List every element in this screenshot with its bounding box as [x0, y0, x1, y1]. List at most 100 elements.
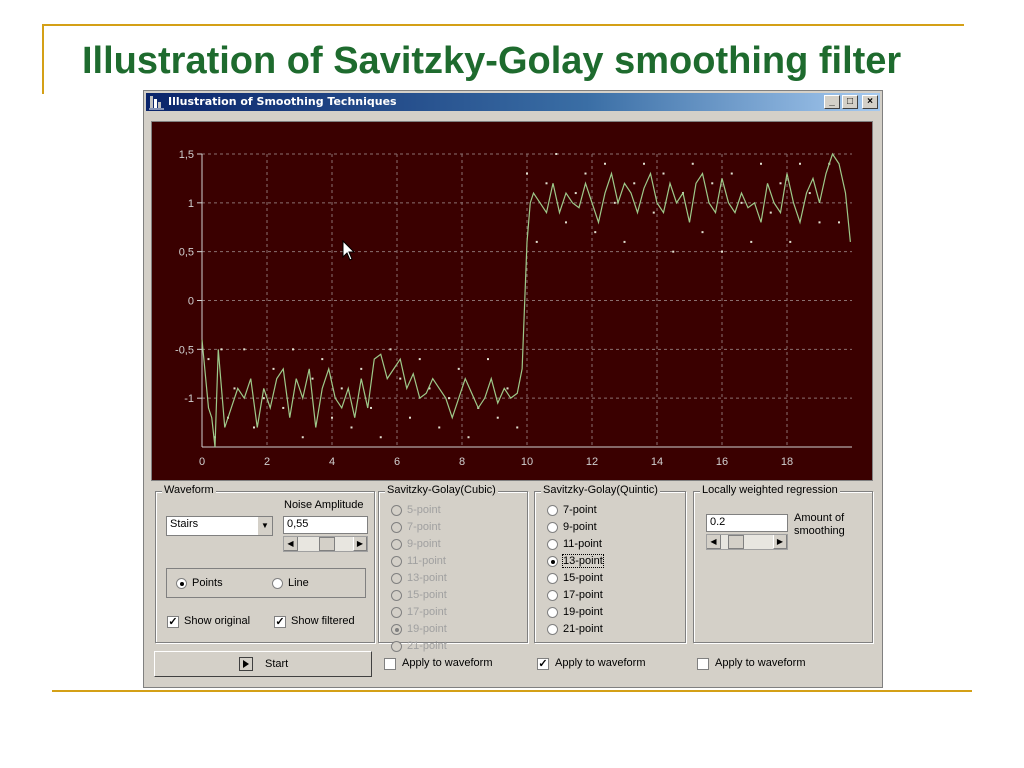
data-point — [428, 387, 431, 390]
filtered-series-line — [201, 152, 851, 448]
lwr-slider[interactable]: ◀ ▶ — [706, 534, 788, 550]
x-tick-label: 16 — [716, 456, 728, 468]
data-point — [672, 250, 675, 253]
start-button[interactable]: Start — [154, 651, 372, 677]
noise-amplitude-input[interactable]: 0,55 — [283, 516, 368, 534]
sg-quintic-radio[interactable] — [547, 624, 558, 635]
data-point — [292, 348, 294, 351]
x-tick-label: 10 — [521, 456, 533, 468]
show-original-checkbox[interactable]: ✓ — [167, 616, 179, 628]
quintic-apply-checkbox[interactable]: ✓ — [537, 658, 549, 670]
data-point — [623, 240, 626, 243]
sg-quintic-radio[interactable] — [547, 505, 558, 516]
sg-quintic-radio[interactable] — [547, 573, 558, 584]
sg-quintic-radio[interactable] — [547, 590, 558, 601]
noise-amplitude-label: Noise Amplitude — [284, 499, 364, 511]
sg-quintic-group: Savitzky-Golay(Quintic) 7-point 9-point 11… — [534, 484, 686, 643]
show-original-label: Show original — [184, 615, 251, 627]
lwr-apply-label: Apply to waveform — [715, 657, 806, 669]
window-titlebar[interactable]: Illustration of Smoothing Techniques _ □… — [146, 93, 880, 111]
sg-quintic-option-label: 21-point — [563, 623, 603, 635]
y-tick-label: 1,5 — [179, 149, 194, 161]
data-point — [789, 240, 792, 243]
sg-quintic-radio[interactable] — [547, 539, 558, 550]
lwr-input[interactable]: 0.2 — [706, 514, 788, 532]
data-point — [711, 182, 714, 185]
points-label: Points — [192, 577, 223, 589]
data-point — [818, 221, 821, 224]
data-point — [243, 348, 246, 351]
sg-quintic-option-label: 13-point — [562, 554, 604, 568]
slide-bottom-rule — [52, 690, 972, 692]
close-button[interactable]: × — [862, 95, 878, 109]
data-point — [272, 367, 275, 370]
arrow-left-icon[interactable]: ◀ — [284, 537, 298, 551]
data-point — [721, 250, 723, 253]
data-point — [340, 387, 343, 390]
chevron-down-icon[interactable]: ▼ — [257, 517, 272, 535]
y-tick-label: -0,5 — [175, 344, 194, 356]
points-radio[interactable] — [176, 578, 187, 589]
noise-amplitude-slider[interactable]: ◀ ▶ — [283, 536, 368, 552]
display-mode-box: Points Line — [166, 568, 366, 598]
sg-cubic-option-label: 7-point — [407, 521, 441, 533]
data-point — [613, 201, 616, 204]
y-tick-label: 1 — [188, 198, 194, 210]
minimize-button[interactable]: _ — [824, 95, 840, 109]
cubic-apply-checkbox[interactable] — [384, 658, 396, 670]
arrow-left-icon[interactable]: ◀ — [707, 535, 721, 549]
maximize-button[interactable]: □ — [842, 95, 858, 109]
data-point — [643, 162, 645, 165]
lwr-slider-thumb[interactable] — [728, 535, 744, 549]
data-point — [740, 201, 743, 204]
waveform-select-value: Stairs — [170, 518, 199, 530]
data-point — [633, 182, 636, 185]
sg-quintic-radio[interactable] — [547, 522, 558, 533]
data-point — [750, 240, 753, 243]
lwr-group: Locally weighted regression 0.2 ◀ ▶ Amou… — [693, 484, 873, 643]
waveform-select[interactable]: Stairs ▼ — [166, 516, 273, 536]
data-point — [379, 436, 382, 439]
line-label: Line — [288, 577, 309, 589]
x-tick-label: 14 — [651, 456, 663, 468]
amount-of-smoothing-label: Amount of smoothing — [794, 512, 845, 537]
sg-quintic-radio[interactable] — [547, 607, 558, 618]
window-title: Illustration of Smoothing Techniques — [168, 95, 397, 108]
sg-cubic-option-label: 5-point — [407, 504, 441, 516]
arrow-right-icon[interactable]: ▶ — [353, 537, 367, 551]
sg-cubic-radio — [391, 641, 402, 652]
sg-cubic-option-label: 17-point — [407, 606, 447, 618]
noise-slider-thumb[interactable] — [319, 537, 335, 551]
sg-cubic-radio — [391, 624, 402, 635]
sg-quintic-option-label: 19-point — [563, 606, 603, 618]
data-point — [496, 416, 499, 419]
x-tick-label: 8 — [459, 456, 465, 468]
sg-cubic-radio — [391, 539, 402, 550]
data-point — [418, 358, 421, 361]
mouse-cursor-icon — [342, 240, 356, 261]
show-filtered-checkbox[interactable]: ✓ — [274, 616, 286, 628]
close-icon: × — [867, 96, 873, 107]
data-point — [604, 162, 606, 165]
data-point — [311, 377, 314, 380]
sg-quintic-radio[interactable] — [547, 556, 558, 567]
app-icon — [149, 96, 164, 110]
arrow-right-icon[interactable]: ▶ — [773, 535, 787, 549]
sg-quintic-option-label: 11-point — [563, 538, 602, 550]
plot-area: 0 2 4 6 8 10 12 14 16 18 1,5 1 0,5 0 -0,5 -1 — [151, 121, 873, 481]
data-point — [360, 367, 363, 370]
data-point — [838, 221, 840, 224]
data-point — [457, 367, 460, 370]
lwr-apply-checkbox[interactable] — [697, 658, 709, 670]
data-point — [262, 397, 265, 400]
data-point — [555, 153, 558, 155]
data-point — [652, 211, 655, 214]
sg-cubic-radio — [391, 573, 402, 584]
data-point — [253, 426, 255, 429]
waveform-group-label: Waveform — [162, 484, 216, 496]
sg-quintic-option-label: 17-point — [563, 589, 603, 601]
data-point — [535, 240, 538, 243]
sg-quintic-label: Savitzky-Golay(Quintic) — [541, 484, 660, 496]
line-radio[interactable] — [272, 578, 283, 589]
sg-cubic-radio — [391, 522, 402, 533]
